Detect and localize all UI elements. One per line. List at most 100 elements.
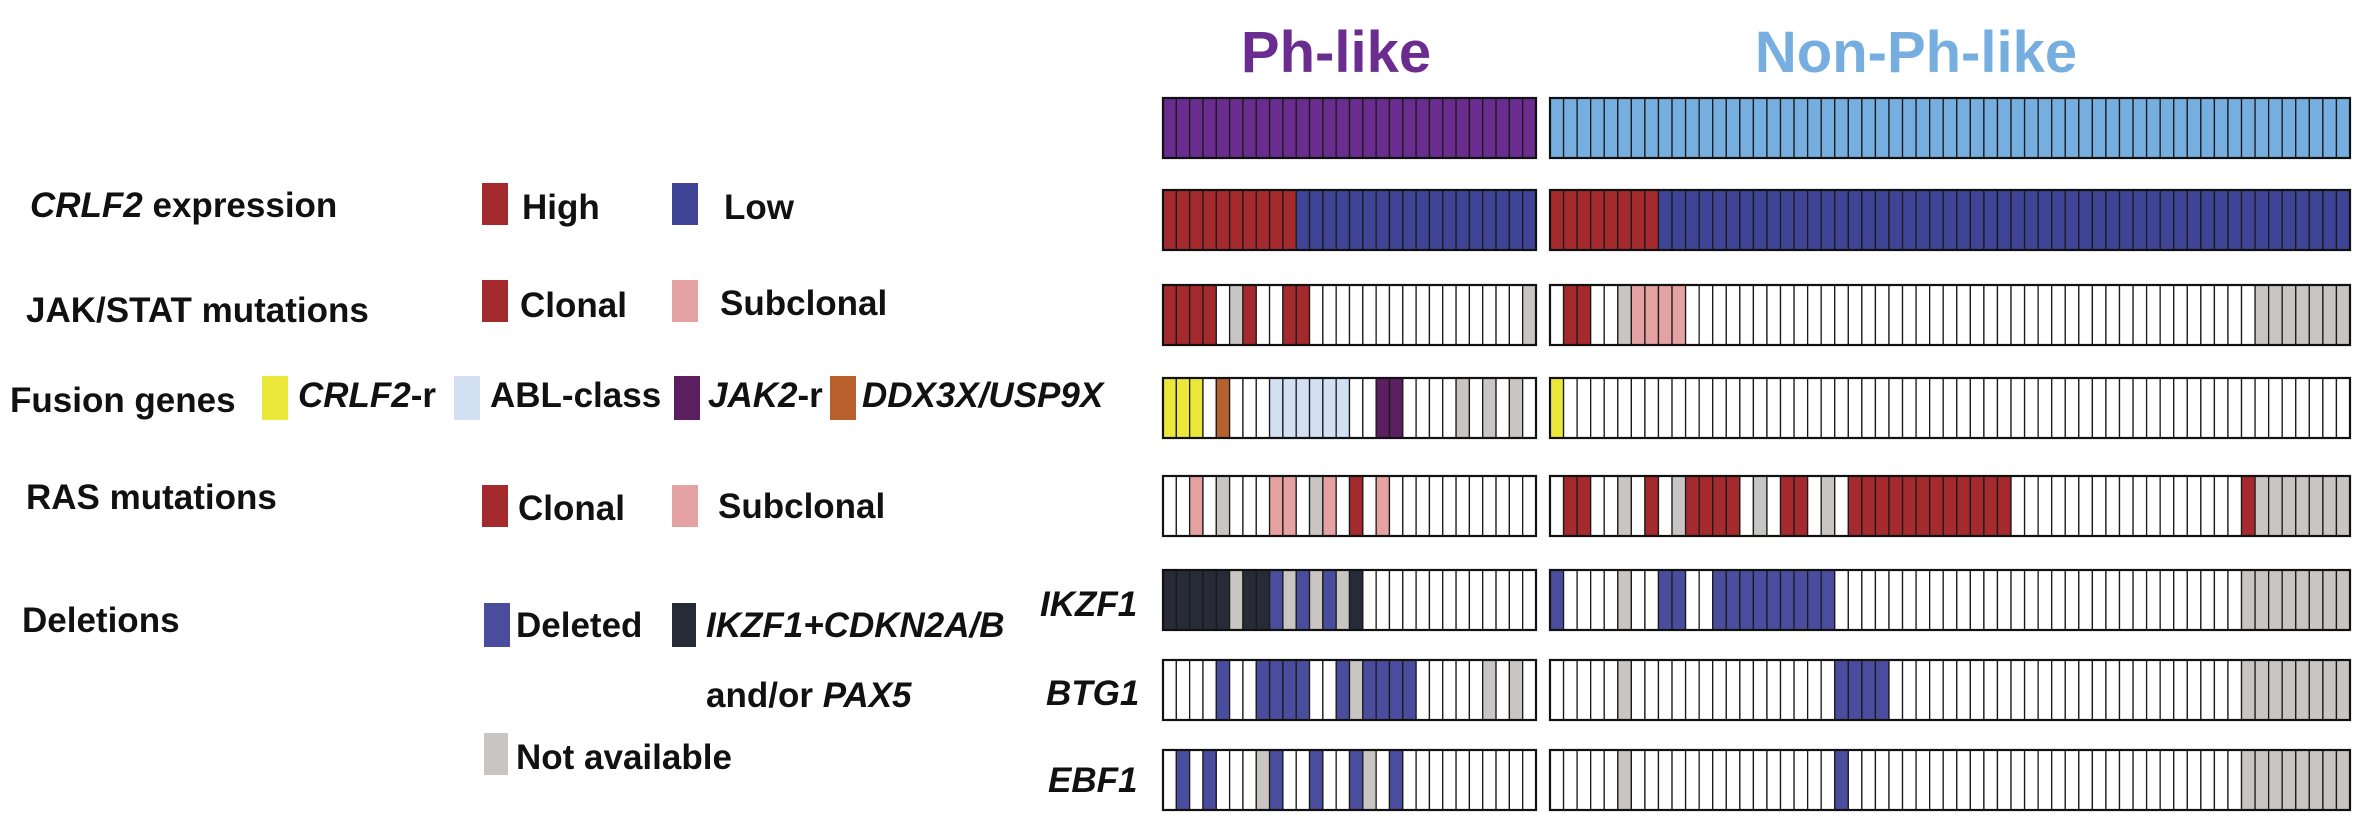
non-ph-like-ras-cell xyxy=(1576,475,1592,537)
non-ph-like-ras-cell xyxy=(2037,475,2053,537)
ph-like-crlf2-cell xyxy=(1282,189,1297,251)
non-ph-like-ikzf1-cell xyxy=(2078,569,2094,631)
legend-deleted-swatch xyxy=(484,603,510,647)
ph-like-ikzf1-cell xyxy=(1362,569,1377,631)
ph-like-btg1-cell xyxy=(1228,659,1244,721)
ph-like-crlf2-cell xyxy=(1295,189,1311,251)
non-ph-like-ikzf1-cell xyxy=(1630,569,1646,631)
non-ph-like-ikzf1-cell xyxy=(1617,569,1633,631)
ph-like-ras-cell xyxy=(1495,475,1511,537)
non-ph-like-crlf2-cell xyxy=(2335,189,2351,251)
ph-like-ebf1-row-outline xyxy=(1161,748,1538,812)
non-ph-like-group-cell xyxy=(2105,97,2121,159)
non-ph-like-fusion-cell xyxy=(1793,377,1809,439)
non-ph-like-ras-cell xyxy=(1996,475,2012,537)
non-ph-like-ebf1-cell xyxy=(1956,749,1971,811)
non-ph-like-fusion-cell xyxy=(2064,377,2080,439)
non-ph-like-group-cell xyxy=(2118,97,2134,159)
non-ph-like-ikzf1-cell xyxy=(1590,569,1605,631)
crlf2-label-rest: expression xyxy=(142,186,338,225)
legend-high-label: High xyxy=(522,188,600,227)
non-ph-like-btg1-cell xyxy=(2308,659,2324,721)
ph-like-jakstat-cell xyxy=(1468,284,1484,346)
ph-like-fusion-cell xyxy=(1322,377,1337,439)
ph-like-ebf1-cell xyxy=(1415,749,1431,811)
non-ph-like-ras-cell xyxy=(1644,475,1660,537)
non-ph-like-btg1-cell xyxy=(1834,659,1849,721)
ph-like-crlf2-cell xyxy=(1522,189,1537,251)
non-ph-like-crlf2-cell xyxy=(2267,189,2283,251)
ph-like-fusion-cell xyxy=(1388,377,1404,439)
non-ph-like-ras-cell xyxy=(2091,475,2107,537)
non-ph-like-ebf1-cell xyxy=(1834,749,1849,811)
non-ph-like-jakstat-cell xyxy=(1983,284,1999,346)
non-ph-like-crlf2-cell xyxy=(1603,189,1619,251)
non-ph-like-btg1-cell xyxy=(1847,659,1863,721)
non-ph-like-btg1-cell xyxy=(1617,659,1633,721)
ph-like-group-cell xyxy=(1468,97,1484,159)
ph-like-group-cell xyxy=(1215,97,1231,159)
non-ph-like-crlf2-cell xyxy=(1671,189,1687,251)
ph-like-fusion-cell xyxy=(1162,377,1177,439)
ph-like-group-cell xyxy=(1482,97,1497,159)
non-ph-like-ebf1-cell xyxy=(1576,749,1592,811)
non-ph-like-group-cell xyxy=(1576,97,1592,159)
non-ph-like-btg1-cell xyxy=(1956,659,1971,721)
non-ph-like-jakstat-cell xyxy=(1779,284,1795,346)
non-ph-like-group-cell xyxy=(1983,97,1999,159)
deletions-label: Deletions xyxy=(22,601,180,640)
non-ph-like-ras-cell xyxy=(2105,475,2121,537)
non-ph-like-group-cell xyxy=(1766,97,1782,159)
ph-like-ras-cell xyxy=(1335,475,1351,537)
non-ph-like-fusion-cell xyxy=(1983,377,1999,439)
ph-like-btg1-cell xyxy=(1188,659,1204,721)
ph-like-ras-cell xyxy=(1455,475,1471,537)
non-ph-like-ikzf1-cell xyxy=(1603,569,1619,631)
non-ph-like-btg1-cell xyxy=(1915,659,1931,721)
non-ph-like-crlf2-cell xyxy=(1617,189,1633,251)
ph-like-ikzf1-cell xyxy=(1295,569,1311,631)
non-ph-like-ikzf1-cell xyxy=(2105,569,2121,631)
ph-like-ras-cell xyxy=(1322,475,1337,537)
non-ph-like-btg1-cell xyxy=(1671,659,1687,721)
non-ph-like-btg1-cell xyxy=(1752,659,1768,721)
non-ph-like-group-cell xyxy=(1657,97,1673,159)
legend-clonal-swatch xyxy=(482,280,508,322)
non-ph-like-crlf2-cell xyxy=(1834,189,1849,251)
non-ph-like-ebf1-cell xyxy=(2023,749,2039,811)
non-ph-like-jakstat-cell xyxy=(1806,284,1822,346)
non-ph-like-group-cell xyxy=(2267,97,2283,159)
ph-like-fusion-cell xyxy=(1282,377,1297,439)
non-ph-like-ras-cell xyxy=(1888,475,1904,537)
non-ph-like-crlf2-cell xyxy=(2037,189,2053,251)
non-ph-like-fusion-cell xyxy=(1617,377,1633,439)
non-ph-like-ras-cell xyxy=(2227,475,2243,537)
ph-like-jakstat-cell xyxy=(1348,284,1364,346)
ph-like-group-cell xyxy=(1188,97,1204,159)
non-ph-like-group-cell xyxy=(2186,97,2202,159)
non-ph-like-fusion-cell xyxy=(2281,377,2297,439)
non-ph-like-ebf1-cell xyxy=(1739,749,1755,811)
non-ph-like-crlf2-cell xyxy=(1576,189,1592,251)
non-ph-like-header: Non-Ph-like xyxy=(1754,20,2078,85)
ph-like-group-cell xyxy=(1228,97,1244,159)
ph-like-btg1-cell xyxy=(1348,659,1364,721)
legend-high-swatch xyxy=(482,183,508,225)
non-ph-like-ikzf1-cell xyxy=(2091,569,2107,631)
ph-like-fusion-cell xyxy=(1268,377,1284,439)
non-ph-like-ras-cell xyxy=(1562,475,1578,537)
non-ph-like-fusion-cell xyxy=(2254,377,2270,439)
ph-like-fusion-cell xyxy=(1442,377,1457,439)
non-ph-like-ras-cell xyxy=(1915,475,1931,537)
non-ph-like-crlf2-cell xyxy=(1806,189,1822,251)
non-ph-like-ebf1-cell xyxy=(2295,749,2310,811)
ph-like-jakstat-row-outline xyxy=(1161,283,1538,347)
ph-like-jakstat-cell xyxy=(1495,284,1511,346)
non-ph-like-crlf2-cell xyxy=(1983,189,1999,251)
ph-like-ras-cell xyxy=(1282,475,1297,537)
non-ph-like-ras-cell xyxy=(1725,475,1741,537)
non-ph-like-fusion-cell xyxy=(2322,377,2338,439)
non-ph-like-ikzf1-cell xyxy=(1766,569,1782,631)
non-ph-like-fusion-cell xyxy=(2023,377,2039,439)
ph-like-ikzf1-cell xyxy=(1162,569,1177,631)
